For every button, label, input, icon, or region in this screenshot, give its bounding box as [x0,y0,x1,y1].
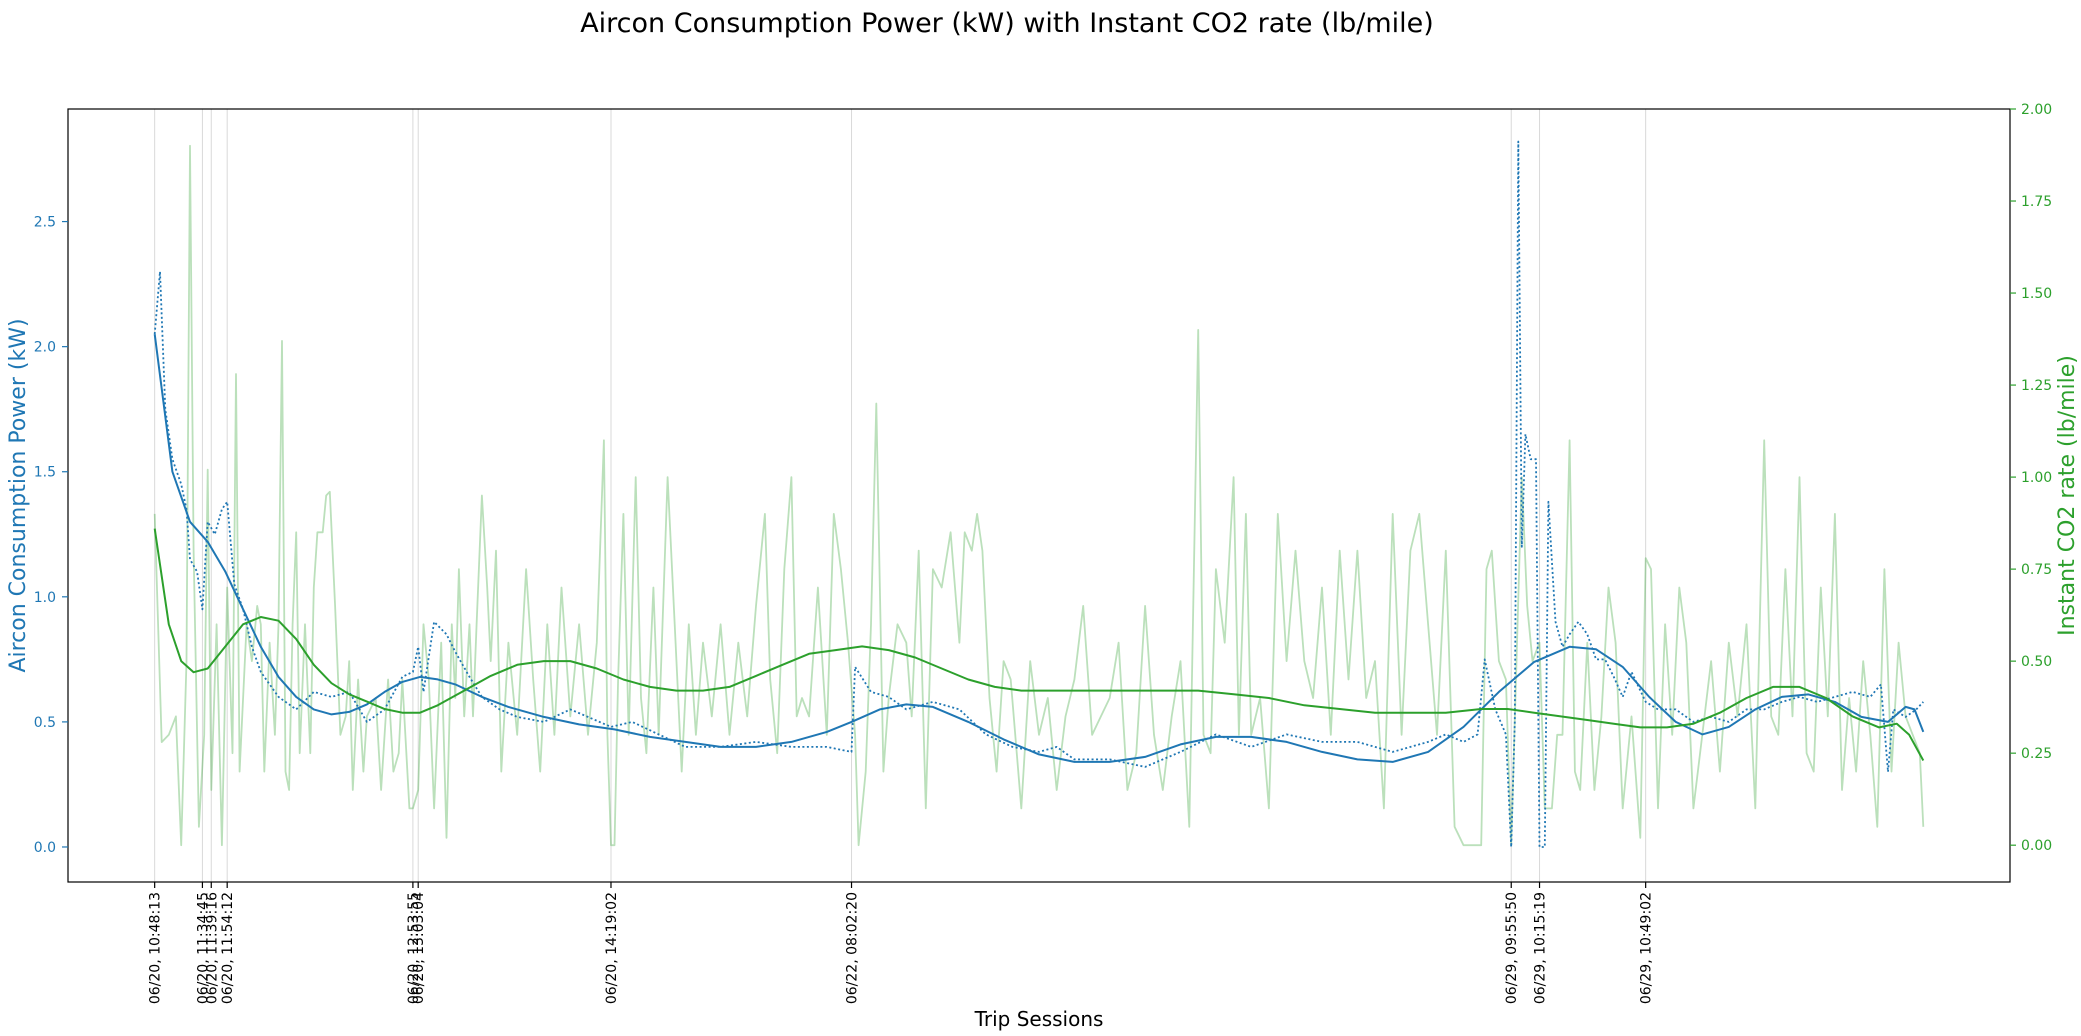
right-tick-label: 0.75 [2021,562,2052,578]
right-tick-label: 1.75 [2021,194,2052,210]
right-tick-label: 1.25 [2021,378,2052,394]
series-line-3 [153,528,1925,761]
x-tick-label: 06/20, 10:48:13 [148,892,164,1004]
x-tick-label: 06/20, 11:54:12 [220,892,236,1004]
right-tick-label: 1.50 [2021,286,2052,302]
series-line-1 [153,333,1925,763]
right-tick-label: 0.25 [2021,746,2052,762]
x-tick-label: 06/20, 14:19:02 [604,892,620,1004]
left-tick-label: 0.0 [34,840,56,856]
x-tick-label: 06/22, 08:02:20 [845,892,861,1004]
y-axis-label-right: Instant CO2 rate (lb/mile) [2055,355,2080,636]
right-tick-label: 0.50 [2021,654,2052,670]
x-tick-label: 06/20, 12:53:55 [406,892,422,1004]
plot-frame [67,108,2011,883]
x-axis-label: Trip Sessions [974,1007,1104,1031]
right-tick-label: 2.00 [2021,102,2052,118]
x-tick-label: 06/20, 11:39:16 [204,892,220,1004]
left-tick-label: 1.5 [34,465,56,481]
left-tick-label: 1.0 [34,590,56,606]
x-tick-label: 06/29, 10:49:02 [1639,892,1655,1004]
y-axis-label-left: Aircon Consumption Power (kW) [6,318,31,672]
left-tick-label: 2.5 [34,215,56,231]
x-tick-label: 06/20, 11:34:45 [195,892,211,1004]
x-tick-label: 06/29, 09:55:50 [1504,892,1520,1004]
left-tick-label: 2.0 [34,340,56,356]
series-line-2 [153,144,1925,847]
left-tick-label: 0.5 [34,715,56,731]
right-tick-label: 0.00 [2021,838,2052,854]
right-tick-label: 1.00 [2021,470,2052,486]
chart-title: Aircon Consumption Power (kW) with Insta… [580,8,1434,39]
x-tick-label: 06/20, 13:03:04 [411,892,427,1004]
x-tick-label: 06/29, 10:15:19 [1533,892,1549,1004]
